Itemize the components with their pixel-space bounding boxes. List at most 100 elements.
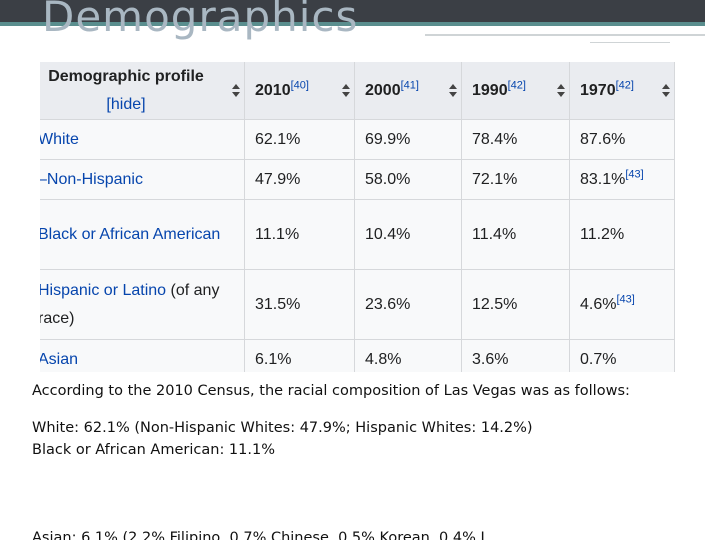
cell-text: 31.5%: [255, 295, 301, 313]
cell-text: 12.5%: [472, 295, 518, 313]
table-cell: 11.4%: [462, 200, 570, 270]
cell-text: 69.9%: [365, 130, 411, 148]
table-cell: Hispanic or Latino (of any race): [40, 270, 245, 340]
cell-content: 23.6%: [365, 291, 410, 319]
cell-content: –Non-Hispanic: [40, 166, 143, 194]
link: Asian: [40, 350, 79, 368]
table-cell: 4.8%: [355, 340, 462, 372]
table-cell: –Non-Hispanic: [40, 160, 245, 200]
cell-text: 78.4%: [472, 130, 518, 148]
table-cell: 87.6%: [570, 120, 675, 160]
link[interactable]: [hide]: [106, 95, 146, 113]
cell-content: 1970[42]: [580, 77, 634, 105]
table-row: White 62.1% 69.9% 78.4% 87.6%: [40, 120, 675, 160]
table-cell: 72.1%: [462, 160, 570, 200]
cell-text: 11.2%: [580, 225, 625, 243]
cell-content: 47.9%: [255, 166, 300, 194]
cell-content: 12.5%: [472, 291, 517, 319]
cell-content: Hispanic or Latino (of any race): [40, 277, 234, 333]
table-cell: 31.5%: [245, 270, 355, 340]
cell-content: 11.2%: [580, 221, 624, 249]
cell-text: (of any race): [40, 281, 220, 327]
table-cell: 58.0%: [355, 160, 462, 200]
cell-text: 83.1%: [580, 170, 626, 188]
link: Black or African American: [40, 225, 221, 243]
cell-content: 11.4%: [472, 221, 516, 249]
reference[interactable]: [40]: [290, 79, 309, 92]
header-bar: [0, 0, 705, 22]
cell-content: 2010[40]: [255, 77, 309, 105]
table-cell: 78.4%: [462, 120, 570, 160]
cell-text: 0.7%: [580, 350, 617, 368]
table-cell: 62.1%: [245, 120, 355, 160]
reference[interactable]: [41]: [400, 79, 419, 92]
cell-content: 11.1%: [255, 221, 299, 249]
cell-content: 4.8%: [365, 346, 401, 373]
header-cell: 2000[41]: [355, 62, 462, 120]
cell-content: 87.6%: [580, 126, 625, 154]
cell-text: 2010: [255, 81, 291, 99]
link: –Non-Hispanic: [40, 170, 143, 188]
decor-line: [425, 34, 705, 36]
cell-text: 2000: [365, 81, 401, 99]
decor-line: [590, 42, 670, 43]
cell-text: 6.1%: [255, 350, 292, 368]
table-cell: 69.9%: [355, 120, 462, 160]
cell-text: 1970: [580, 81, 616, 99]
cell-content: Asian: [40, 346, 78, 373]
header-row: Demographic profile [hide] 2010[40] 2000[…: [40, 62, 675, 120]
cell-text: 11.4%: [472, 225, 517, 243]
header-cell: 1970[42]: [570, 62, 675, 120]
header-cell: Demographic profile [hide]: [40, 62, 245, 120]
cell-text: 62.1%: [255, 130, 301, 148]
link: Hispanic or Latino: [40, 281, 167, 299]
cell-content: 62.1%: [255, 126, 300, 154]
cell-text: 87.6%: [580, 130, 626, 148]
table-cell: 0.7%: [570, 340, 675, 372]
cell-text: 11.1%: [255, 225, 300, 243]
table-cell: White: [40, 120, 245, 160]
cell-text: 58.0%: [365, 170, 411, 188]
table-cell: 47.9%: [245, 160, 355, 200]
reference[interactable]: [42]: [507, 79, 526, 92]
cell-content: 1990[42]: [472, 77, 526, 105]
table-cell: 6.1%: [245, 340, 355, 372]
table-row: Hispanic or Latino (of any race) 31.5% 23.…: [40, 270, 675, 340]
table-cell: 11.1%: [245, 200, 355, 270]
cell-content: 58.0%: [365, 166, 410, 194]
cell-text: 47.9%: [255, 170, 301, 188]
reference[interactable]: [43]: [616, 293, 635, 306]
cell-content: 3.6%: [472, 346, 508, 373]
table-cell: 3.6%: [462, 340, 570, 372]
cell-content: 10.4%: [365, 221, 410, 249]
table-cell: 11.2%: [570, 200, 675, 270]
reference[interactable]: [42]: [615, 79, 634, 92]
cell-content: Black or African American: [40, 221, 220, 249]
link: White: [40, 130, 79, 148]
reference[interactable]: [43]: [625, 168, 644, 181]
cell-text: Demographic profile: [48, 67, 204, 85]
table-cell: 10.4%: [355, 200, 462, 270]
paragraph-line: Asian: 6.1% (2.2% Filipino, 0.7% Chinese…: [32, 530, 485, 540]
cell-content: 72.1%: [472, 166, 517, 194]
table-row: –Non-Hispanic 47.9% 58.0% 72.1% 83.1%[43]: [40, 160, 675, 200]
cell-content: 31.5%: [255, 291, 300, 319]
cell-text: 3.6%: [472, 350, 509, 368]
cell-text: 23.6%: [365, 295, 411, 313]
table-row: Black or African American 11.1% 10.4% 11.4…: [40, 200, 675, 270]
cell-content: 6.1%: [255, 346, 291, 373]
table-row: Asian 6.1% 4.8% 3.6% 0.7%: [40, 340, 675, 372]
cell-content: White: [40, 126, 79, 154]
header-cell: 1990[42]: [462, 62, 570, 120]
table-cell: 4.6%[43]: [570, 270, 675, 340]
cell-content: 69.9%: [365, 126, 410, 154]
header-accent: [0, 22, 705, 26]
cell-content: 4.6%[43]: [580, 291, 635, 319]
cell-content: 2000[41]: [365, 77, 419, 105]
paragraph-line: White: 62.1% (Non-Hispanic Whites: 47.9%…: [32, 420, 533, 436]
cell-text: 4.8%: [365, 350, 402, 368]
table-cell: 83.1%[43]: [570, 160, 675, 200]
table-cell: Black or African American: [40, 200, 245, 270]
cell-content: 78.4%: [472, 126, 517, 154]
